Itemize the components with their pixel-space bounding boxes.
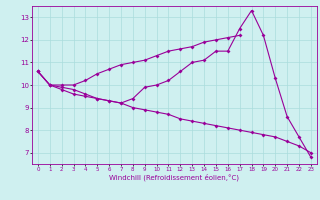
X-axis label: Windchill (Refroidissement éolien,°C): Windchill (Refroidissement éolien,°C) (109, 173, 239, 181)
